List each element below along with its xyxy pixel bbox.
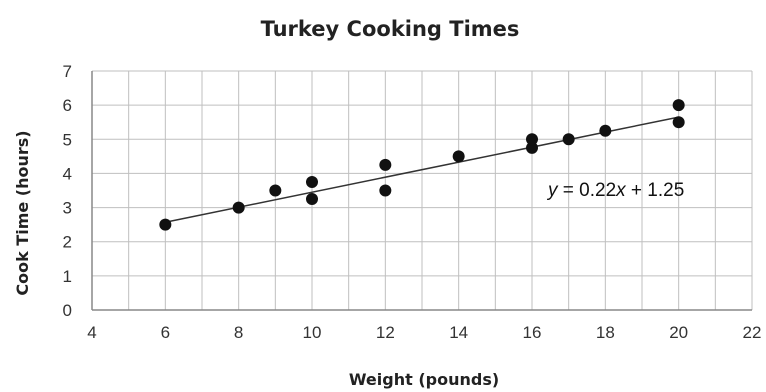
y-tick-label: 5 (63, 130, 72, 149)
data-point (672, 116, 685, 129)
data-point (672, 99, 685, 112)
data-point (562, 133, 575, 146)
x-tick-label: 4 (87, 323, 96, 342)
data-point (306, 175, 318, 188)
y-tick-label: 2 (63, 233, 72, 252)
y-tick-label: 6 (63, 96, 72, 115)
x-tick-label: 6 (161, 323, 170, 342)
x-tick-label: 22 (743, 323, 762, 342)
x-tick-label: 10 (303, 323, 322, 342)
trendline (165, 116, 679, 223)
axes (91, 71, 752, 311)
y-tick-label: 1 (63, 267, 72, 286)
grid (91, 70, 753, 311)
x-tick-label: 20 (669, 323, 688, 342)
y-tick-labels: 0 1 2 3 4 5 6 7 (63, 62, 72, 320)
data-point (526, 141, 538, 154)
x-tick-label: 14 (449, 323, 468, 342)
y-tick-label: 0 (63, 301, 72, 320)
x-tick-label: 12 (376, 323, 395, 342)
y-tick-label: 7 (63, 62, 72, 81)
data-point (379, 158, 392, 171)
y-tick-label: 3 (63, 199, 72, 218)
data-point (232, 201, 245, 214)
x-tick-label: 16 (523, 323, 542, 342)
y-tick-label: 4 (63, 164, 72, 183)
x-tick-label: 8 (234, 323, 243, 342)
data-point (526, 133, 538, 146)
x-tick-labels: 4 6 8 10 12 14 16 18 20 22 (87, 323, 761, 342)
chart-title: Turkey Cooking Times (261, 17, 520, 41)
data-point (379, 184, 392, 197)
x-tick-label: 18 (596, 323, 615, 342)
data-point (159, 218, 172, 231)
data-point (452, 150, 465, 163)
data-point (306, 193, 318, 206)
data-points (159, 99, 685, 231)
data-point (269, 184, 282, 197)
data-point (599, 124, 612, 137)
x-axis-label: Weight (pounds) (349, 370, 499, 389)
trendline-equation: y = 0.22x + 1.25 (546, 180, 684, 201)
y-axis-label: Cook Time (hours) (13, 130, 32, 295)
